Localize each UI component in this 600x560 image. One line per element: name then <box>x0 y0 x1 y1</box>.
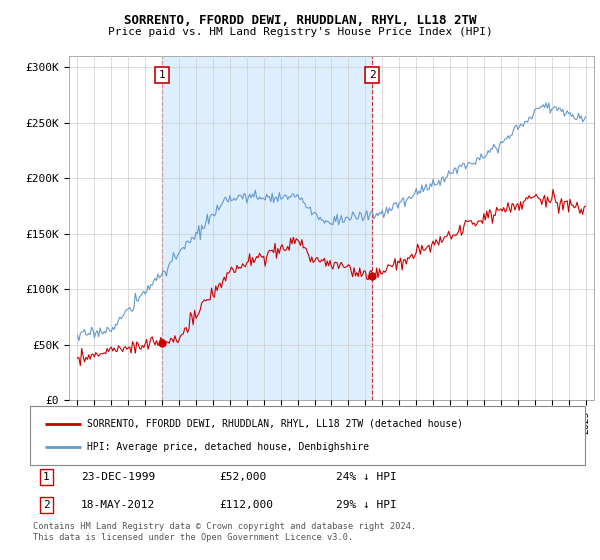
Text: 24% ↓ HPI: 24% ↓ HPI <box>336 472 397 482</box>
Text: This data is licensed under the Open Government Licence v3.0.: This data is licensed under the Open Gov… <box>33 533 353 542</box>
Text: £112,000: £112,000 <box>219 500 273 510</box>
Text: £52,000: £52,000 <box>219 472 266 482</box>
Text: SORRENTO, FFORDD DEWI, RHUDDLAN, RHYL, LL18 2TW: SORRENTO, FFORDD DEWI, RHUDDLAN, RHYL, L… <box>124 14 476 27</box>
Text: 2: 2 <box>369 70 376 80</box>
Text: HPI: Average price, detached house, Denbighshire: HPI: Average price, detached house, Denb… <box>87 442 369 452</box>
Text: 18-MAY-2012: 18-MAY-2012 <box>81 500 155 510</box>
Text: 29% ↓ HPI: 29% ↓ HPI <box>336 500 397 510</box>
Text: Contains HM Land Registry data © Crown copyright and database right 2024.: Contains HM Land Registry data © Crown c… <box>33 522 416 531</box>
Text: Price paid vs. HM Land Registry's House Price Index (HPI): Price paid vs. HM Land Registry's House … <box>107 27 493 37</box>
Bar <box>162 56 372 400</box>
Text: 2: 2 <box>43 500 50 510</box>
Text: 1: 1 <box>43 472 50 482</box>
Text: 23-DEC-1999: 23-DEC-1999 <box>81 472 155 482</box>
Text: SORRENTO, FFORDD DEWI, RHUDDLAN, RHYL, LL18 2TW (detached house): SORRENTO, FFORDD DEWI, RHUDDLAN, RHYL, L… <box>87 419 463 429</box>
Text: 1: 1 <box>159 70 166 80</box>
